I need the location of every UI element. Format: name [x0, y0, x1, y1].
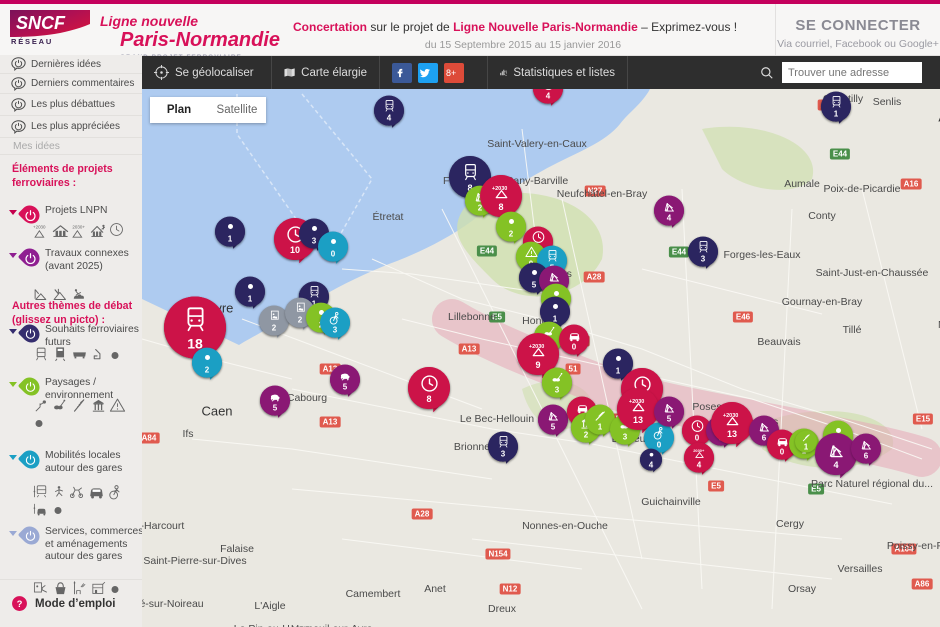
svg-text:+2030: +2030: [33, 225, 46, 230]
svg-text:+2030: +2030: [528, 343, 543, 349]
svg-text:+2030: +2030: [491, 185, 506, 191]
svg-text:2030+: 2030+: [693, 448, 705, 453]
svg-text:+2030: +2030: [628, 398, 643, 404]
svg-text:8+: 8+: [446, 68, 456, 78]
svg-text:?: ?: [17, 599, 23, 609]
svg-text:2030+: 2030+: [72, 225, 85, 230]
svg-text:SNCF: SNCF: [16, 13, 66, 33]
svg-text:RÉSEAU: RÉSEAU: [11, 37, 53, 46]
svg-text:+2030: +2030: [722, 412, 737, 418]
